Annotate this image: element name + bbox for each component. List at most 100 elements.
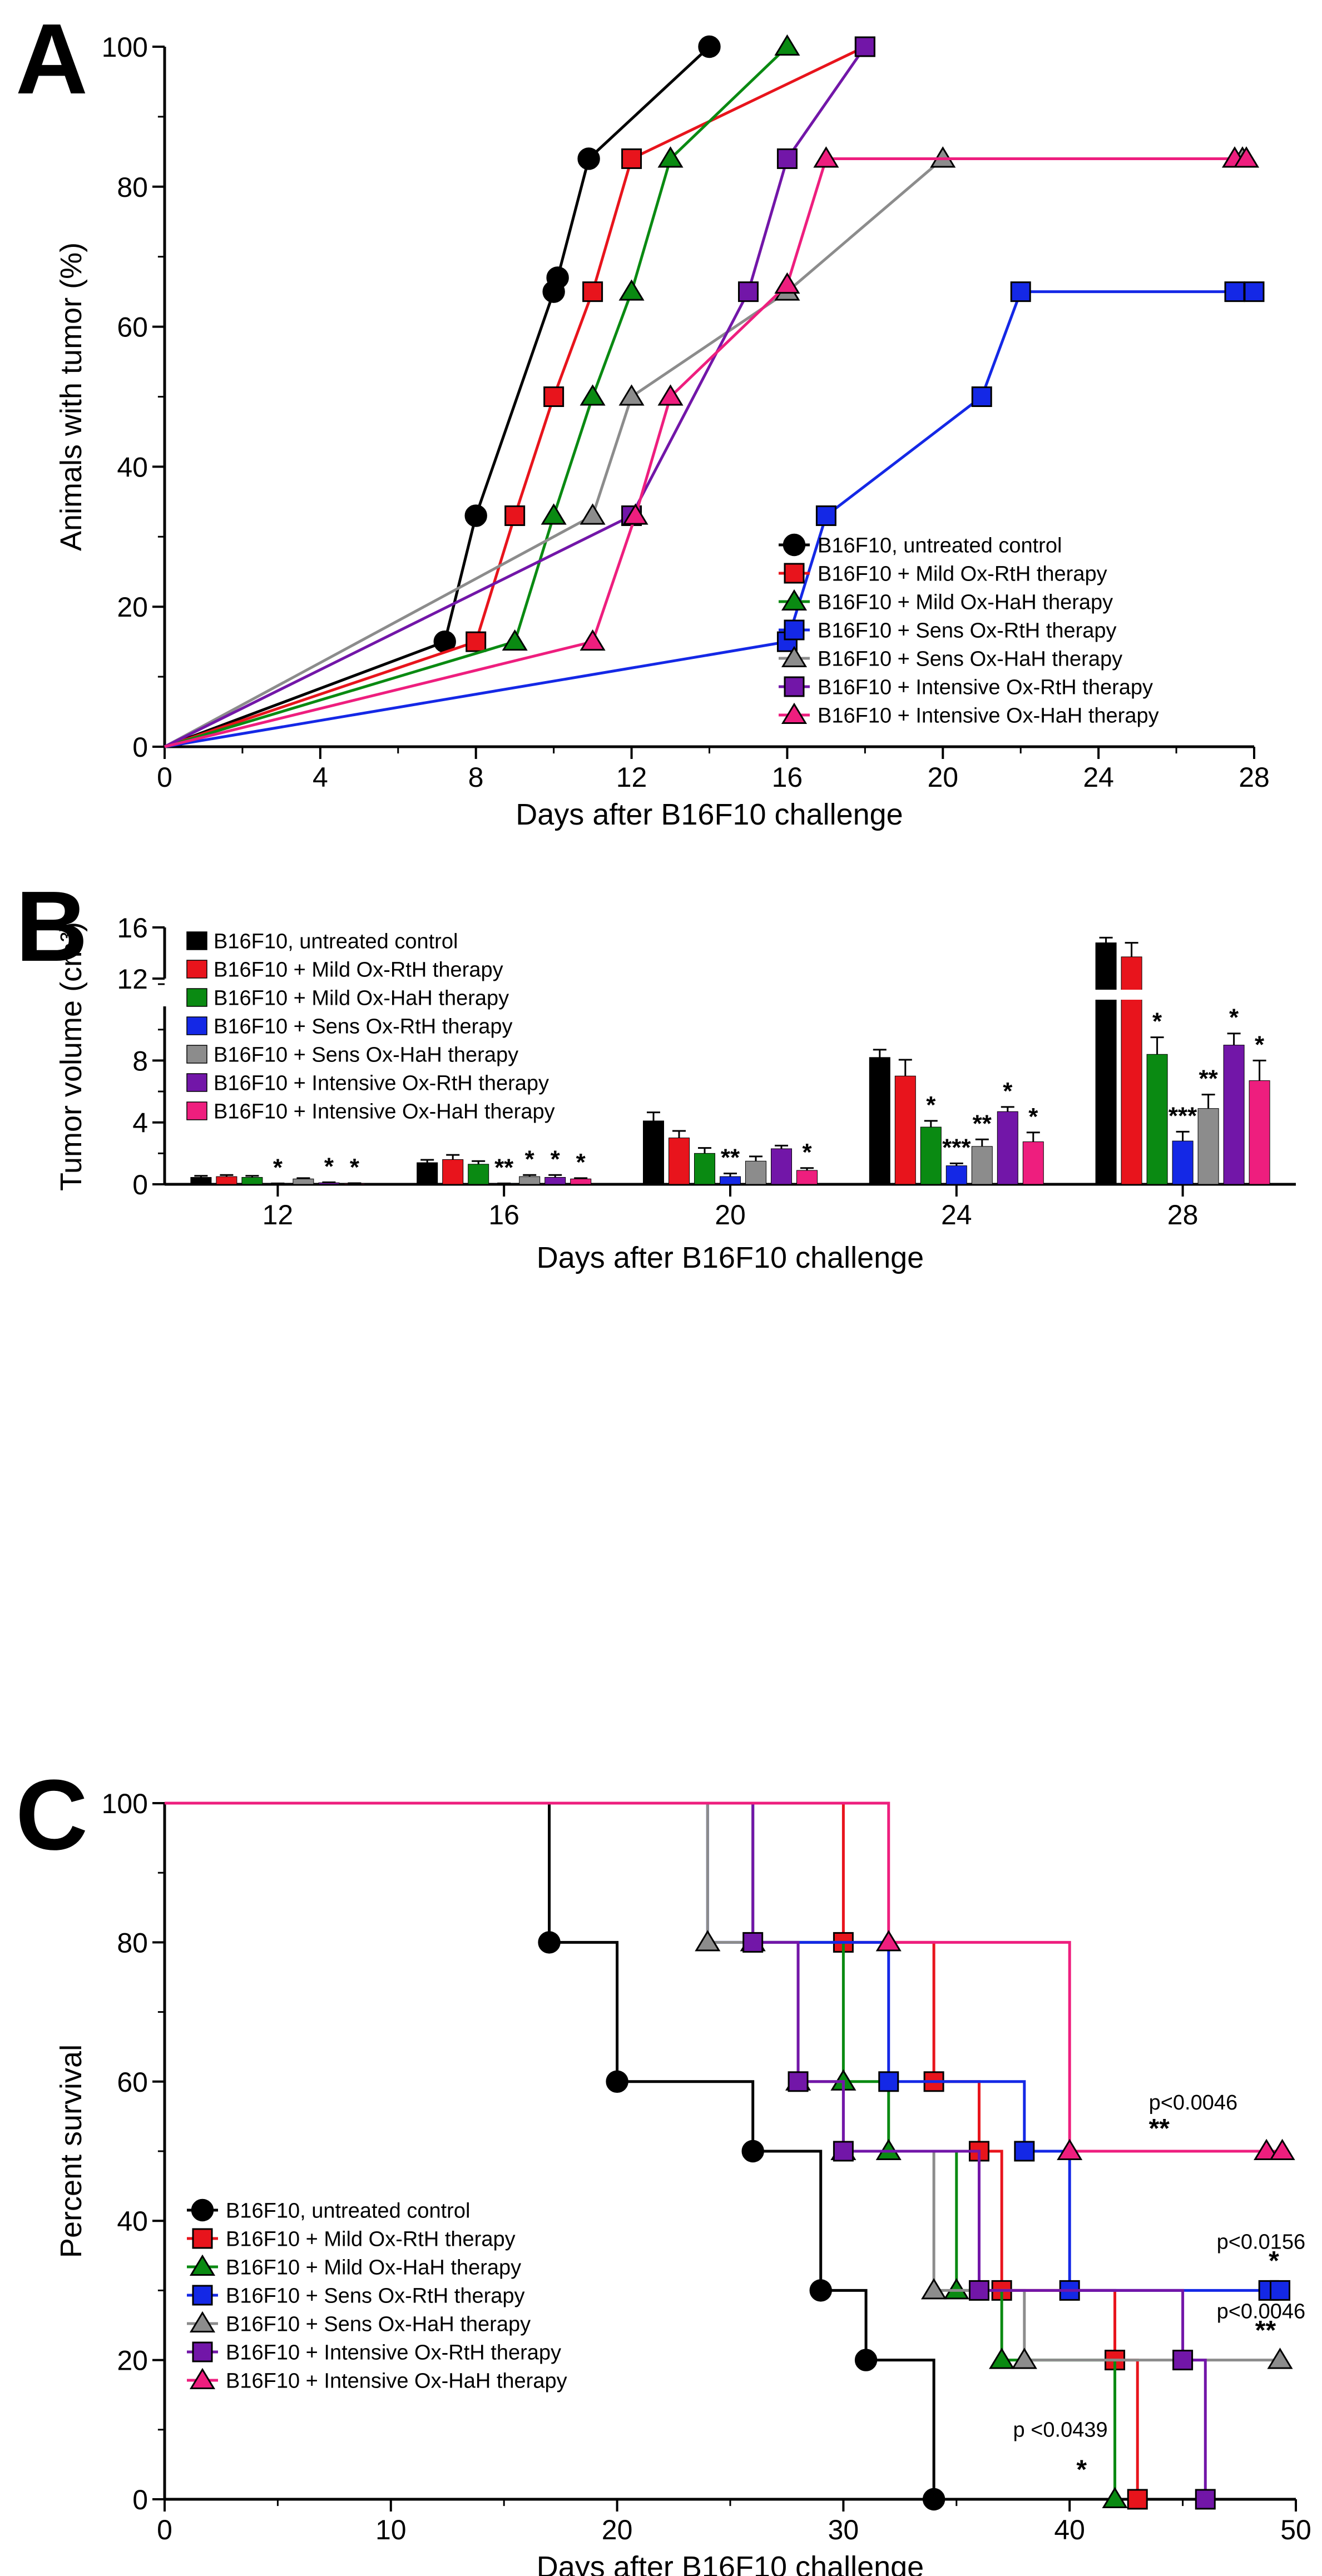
panel-c-point-0-1: [606, 2070, 628, 2093]
panel-b-bar-1-4: [519, 1176, 541, 1185]
panel-b-legend-label-0: B16F10, untreated control: [214, 930, 458, 954]
panel-b-sig-4-5: *: [1229, 1004, 1239, 1031]
panel-b-sig-3-4: **: [973, 1110, 992, 1137]
panel-c-point-0-2: [741, 2140, 764, 2163]
panel-a-x-tick-label-6: 24: [1083, 762, 1114, 793]
panel-b-legend-label-2: B16F10 + Mild Ox-HaH therapy: [214, 987, 509, 1010]
panel-c-point-2-4: [989, 2347, 1015, 2369]
panel-a-point-0-4: [546, 266, 569, 289]
panel-c-legend-marker-0: [191, 2198, 214, 2222]
panel-c-point-4-0: [695, 1930, 721, 1952]
panel-a-point-4-2: [618, 384, 645, 406]
panel-b-sig-2-3: **: [721, 1144, 740, 1172]
panel-b-bar-4-3: [1172, 1140, 1194, 1185]
panel-c-point-5-5: [1195, 2489, 1216, 2510]
panel-c-point-5-1: [788, 2071, 809, 2092]
panel-a-point-2-3: [580, 384, 606, 406]
panel-b-bar-2-6: [796, 1170, 818, 1185]
panel-c-point-6-0: [875, 1930, 902, 1952]
panel-b-bar-2-3: [720, 1176, 741, 1185]
panel-b-bar-1-1: [442, 1159, 464, 1185]
panel-c-legend-marker-2: [189, 2254, 216, 2276]
panel-b-bar-3-4: [971, 1146, 993, 1185]
panel-b-legend-swatch-3: [186, 1016, 207, 1035]
panel-a-x-axis-label: Days after B16F10 challenge: [516, 798, 903, 831]
panel-c: C 0 10 20 30 40 50 0 20 40 60 80 100 Days after B16F1…: [16, 1759, 1311, 2576]
panel-b-bar-3-3: [945, 1165, 967, 1185]
panel-c-point-6-2: [1254, 2138, 1280, 2161]
panel-a-legend-label-5: B16F10 + Intensive Ox-RtH therapy: [818, 676, 1153, 699]
panel-a-point-6-7: [1233, 146, 1260, 168]
panel-c-legend-marker-3: [192, 2285, 213, 2306]
panel-a-y-tick-label-3: 60: [117, 312, 148, 343]
panel-c-y-tick-label-1: 20: [117, 2345, 148, 2376]
panel-a-point-1-1: [466, 631, 487, 652]
panel-c-point-6-1: [1057, 2138, 1083, 2161]
panel-c-y-tick-label-4: 80: [117, 1927, 148, 1958]
panel-c-point-0-3: [809, 2279, 832, 2302]
panel-c-annotation-3: *: [1269, 2246, 1279, 2276]
panel-c-legend-label-0: B16F10, untreated control: [226, 2200, 470, 2223]
panel-a-point-1-5: [621, 148, 642, 169]
panel-a-y-tick-label-4: 80: [117, 172, 148, 203]
panel-c-legend-marker-4: [189, 2311, 216, 2333]
panel-a-point-6-2: [622, 503, 648, 525]
panel-a-point-4-1: [580, 503, 606, 525]
panel-c-point-0-4: [854, 2349, 878, 2371]
panel-c-label: C: [16, 1759, 88, 1871]
panel-b-sig-2-6: *: [802, 1139, 812, 1166]
panel-c-x-tick-label-3: 30: [828, 2514, 859, 2545]
panel-c-y-tick-label-5: 100: [102, 1788, 148, 1819]
panel-a-legend-marker-3: [784, 619, 805, 641]
panel-a-legend-marker-4: [781, 646, 808, 668]
panel-b-sig-4-3: ***: [1168, 1102, 1197, 1129]
panel-b-bar-3-0: [869, 1057, 890, 1185]
panel-a-point-3-3: [971, 386, 992, 407]
panel-b-sig-0-5: *: [324, 1153, 334, 1180]
panel-b-bar-4-5: [1223, 1045, 1245, 1185]
panel-b-bar-3-5: [997, 1111, 1018, 1185]
panel-b-bar-0-0: [190, 1177, 212, 1185]
panel-c-annotation-2: p<0.0156: [1217, 2230, 1306, 2254]
panel-c-annotation-5: **: [1255, 2316, 1276, 2345]
panel-a-x-tick-label-1: 4: [313, 762, 328, 793]
panel-b-bar-2-4: [745, 1160, 766, 1185]
panel-b-bar-0-2: [241, 1177, 263, 1185]
panel-b-sig-0-3: *: [273, 1154, 283, 1181]
panel-a-point-2-4: [618, 279, 645, 301]
panel-a-x-tick-label-3: 12: [616, 762, 647, 793]
panel-a-y-axis-label: Animals with tumor (%): [55, 242, 88, 551]
panel-b-bar-3-6: [1022, 1141, 1044, 1185]
panel-a: A 0 4 8 12 16 20 24 28 0 20 40 60 80 100 Days after B16…: [16, 3, 1270, 831]
panel-b-x-tick-label-4: 28: [1167, 1199, 1199, 1230]
panel-a-x-tick-label-4: 16: [772, 762, 803, 793]
panel-b-y-tick-label-4: 16: [117, 912, 148, 944]
panel-b-x-tick-label-3: 24: [941, 1199, 972, 1230]
panel-c-series-line-6: [165, 1801, 1283, 2153]
panel-a-point-6-4: [774, 272, 800, 294]
panel-c-point-6-3: [1269, 2138, 1295, 2161]
panel-a-x-tick-label-5: 20: [927, 762, 958, 793]
panel-a-legend-label-0: B16F10, untreated control: [818, 534, 1062, 558]
panel-c-point-4-4: [1011, 2347, 1037, 2369]
panel-b-bar-4-4: [1197, 1108, 1219, 1185]
panel-b-sig-3-6: *: [1028, 1103, 1038, 1130]
panel-b-legend-swatch-2: [186, 988, 207, 1007]
panel-c-y-tick-label-2: 40: [117, 2206, 148, 2237]
panel-c-annotation-7: *: [1076, 2455, 1087, 2484]
panel-b-axis-break-gap: [1070, 990, 1183, 1000]
panel-b-legend-swatch-5: [186, 1073, 207, 1092]
panel-b-bar-2-2: [694, 1153, 715, 1185]
panel-a-point-1-3: [543, 386, 565, 407]
panel-b-legend-label-3: B16F10 + Sens Ox-RtH therapy: [214, 1015, 513, 1039]
panel-b-x-tick-label-0: 12: [263, 1199, 294, 1230]
panel-b-bar-2-1: [669, 1138, 690, 1185]
panel-a-legend-marker-6: [781, 702, 808, 724]
panel-b-sig-1-3: **: [494, 1154, 514, 1181]
panel-b-y-axis-label: Tumor volume (cm³): [55, 922, 88, 1191]
panel-b-legend-swatch-1: [186, 960, 207, 979]
panel-a-point-6-1: [580, 629, 606, 651]
panel-b-sig-0-6: *: [350, 1154, 360, 1181]
panel-c-point-2-5: [1102, 2486, 1128, 2509]
